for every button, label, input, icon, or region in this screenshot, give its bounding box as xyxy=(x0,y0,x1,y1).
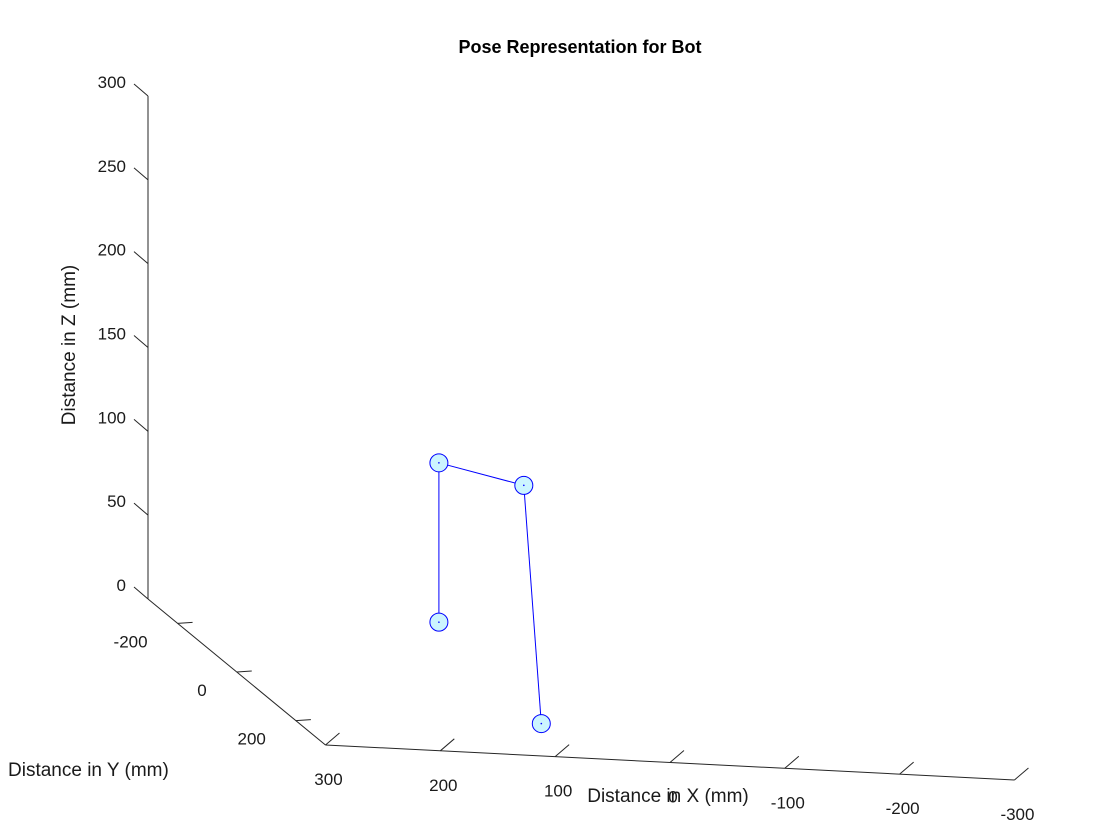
x-tick xyxy=(1014,767,1029,781)
pose-joint-center xyxy=(438,462,440,464)
x-tick xyxy=(784,755,800,769)
z-tick xyxy=(133,167,149,181)
tick-labels: 0 50 100 150 200 250 300 -200 0 200 300 200 100 0 -100… xyxy=(98,73,1035,824)
pose-joint-center xyxy=(438,621,440,623)
pose-segment xyxy=(523,485,542,724)
tick-marks xyxy=(133,83,1029,781)
pose-segment xyxy=(438,462,524,486)
axes-lines xyxy=(147,95,1015,781)
z-tick xyxy=(133,83,149,97)
x-tick-label: -300 xyxy=(1000,805,1034,824)
z-tick-label: 200 xyxy=(98,241,126,260)
z-tick-label: 250 xyxy=(98,157,126,176)
x-tick-label: 300 xyxy=(314,770,342,789)
pose-joint-center xyxy=(540,722,543,725)
x-tick xyxy=(669,750,685,763)
x-tick-label: -100 xyxy=(771,793,805,812)
x-tick-label: -200 xyxy=(886,799,920,818)
chart-title: Pose Representation for Bot xyxy=(458,37,701,57)
z-axis-label: Distance in Z (mm) xyxy=(59,265,80,425)
x-tick xyxy=(439,738,455,752)
z-tick-label: 0 xyxy=(117,576,126,595)
z-tick-label: 300 xyxy=(98,73,126,92)
z-tick xyxy=(133,251,149,265)
z-tick xyxy=(133,335,149,348)
x-tick-label: 200 xyxy=(429,776,457,795)
x-axis-label: Distance in X (mm) xyxy=(587,786,749,807)
y-tick-label: -200 xyxy=(114,632,148,651)
z-tick-label: 150 xyxy=(98,324,126,343)
x-tick-label: 100 xyxy=(544,782,572,801)
y-tick xyxy=(236,670,252,673)
y-tick xyxy=(295,719,311,722)
y-tick-label: 0 xyxy=(197,681,206,700)
x-tick xyxy=(325,732,340,746)
z-tick xyxy=(133,502,149,516)
z-tick xyxy=(133,586,149,600)
x-tick xyxy=(554,744,570,758)
y-axis-label: Distance in Y (mm) xyxy=(8,760,169,781)
y-tick xyxy=(177,621,193,624)
x-tick xyxy=(899,761,914,775)
z-tick-label: 100 xyxy=(98,408,126,427)
x-tick-label: 0 xyxy=(668,787,677,806)
series-layer xyxy=(429,453,551,734)
z-tick-label: 50 xyxy=(107,492,126,511)
z-tick xyxy=(133,418,149,432)
pose-joint-center xyxy=(523,484,525,487)
y-tick-label: 200 xyxy=(238,730,266,749)
